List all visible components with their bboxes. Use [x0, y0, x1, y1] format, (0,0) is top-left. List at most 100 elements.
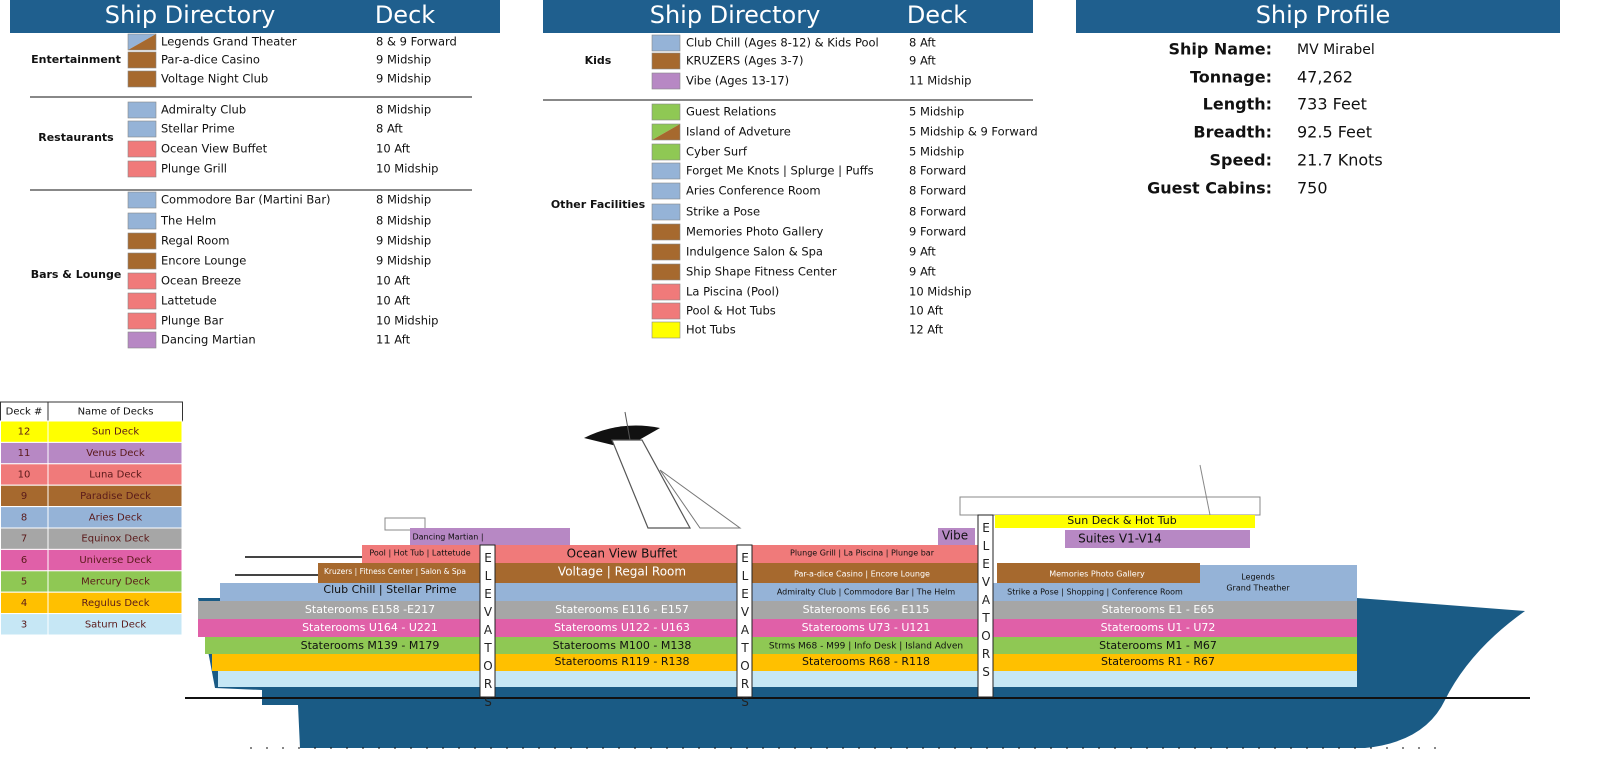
ship-label: Plunge Grill | La Piscina | Plunge bar: [790, 549, 935, 558]
ship-label: Kruzers | Fitness Center | Salon & Spa: [324, 567, 466, 576]
item-name: Dancing Martian: [161, 333, 256, 347]
item-deck: 8 Aft: [909, 36, 936, 50]
deck-name: Saturn Deck: [85, 619, 147, 630]
item-deck: 8 Midship: [376, 214, 431, 228]
item-name: Forget Me Knots | Splurge | Puffs: [686, 164, 874, 178]
profile-value: MV Mirabel: [1297, 42, 1375, 58]
item-name: Club Chill (Ages 8-12) & Kids Pool: [686, 36, 879, 50]
ship-label: Strms M68 - M99 | Info Desk | Island Adv…: [769, 642, 963, 652]
swatch: [652, 104, 680, 120]
elevator-label: ELEVATORS: [979, 521, 993, 683]
profile-value: 92.5 Feet: [1297, 123, 1372, 142]
deck-number: 5: [21, 577, 27, 588]
swatch-border: [651, 52, 681, 70]
item-name: Lattetude: [161, 294, 217, 308]
item-deck: 5 Midship & 9 Forward: [909, 125, 1038, 139]
swatch: [652, 35, 680, 51]
item-deck: 11 Midship: [909, 74, 971, 88]
deck-name: Mercury Deck: [81, 577, 150, 588]
item-deck: 9 Aft: [909, 54, 936, 68]
swatch-border: [651, 321, 681, 339]
ship-label: Legends: [1241, 573, 1275, 582]
swatch-border: [127, 212, 157, 230]
swatch-border: [651, 123, 681, 141]
ship-label: Staterooms R1 - R67: [1101, 655, 1215, 668]
swatch: [652, 244, 680, 260]
item-deck: 10 Aft: [376, 274, 411, 288]
swatch-border: [127, 272, 157, 290]
swatch-border: [127, 232, 157, 250]
ship-label: Admiralty Club | Commodore Bar | The Hel…: [777, 588, 956, 597]
item-deck: 9 Forward: [909, 225, 966, 239]
ship-label: Par-a-dice Casino | Encore Lounge: [794, 570, 930, 579]
swatch: [652, 264, 680, 280]
item-name: Admiralty Club: [161, 103, 246, 117]
ship-label: Staterooms R68 - R118: [802, 655, 930, 668]
swatch: [128, 192, 156, 208]
item-deck: 9 Aft: [909, 245, 936, 259]
deck-band: [212, 654, 1357, 671]
swatch: [128, 253, 156, 269]
deck-number: 8: [21, 512, 27, 523]
profile-label: Ship Name:: [1168, 40, 1272, 59]
swatch: [652, 124, 680, 140]
item-deck: 10 Aft: [376, 294, 411, 308]
item-deck: 9 Midship: [376, 53, 431, 67]
swatch: [652, 73, 680, 89]
swatch: [128, 71, 156, 87]
swatch-border: [127, 51, 157, 69]
profile-value: 21.7 Knots: [1297, 151, 1383, 170]
bridge: [959, 496, 1261, 516]
item-deck: 12 Aft: [909, 323, 944, 337]
item-deck: 8 Midship: [376, 103, 431, 117]
deck-number: 3: [21, 619, 27, 630]
item-deck: 8 Aft: [376, 122, 403, 136]
item-name: Island of Adveture: [686, 125, 791, 139]
swatch: [652, 303, 680, 319]
item-deck: 5 Midship: [909, 105, 964, 119]
ship-label: Vibe: [942, 529, 968, 543]
deck-name: Sun Deck: [92, 427, 140, 438]
group-name: Entertainment: [31, 53, 121, 66]
elevator-label: ELEVATORS: [738, 551, 752, 713]
ship-label: Staterooms R119 - R138: [554, 655, 689, 668]
deck-name: Venus Deck: [86, 448, 145, 459]
ship-label: Staterooms U122 - U163: [554, 621, 690, 634]
funnel-stay: [659, 469, 742, 529]
ship-label: Suites V1-V14: [1078, 532, 1162, 546]
ship-label: Ocean View Buffet: [567, 547, 678, 561]
funnel: [611, 439, 692, 529]
swatch: [128, 213, 156, 229]
deck-band: [938, 528, 975, 545]
ship-label: Staterooms U1 - U72: [1101, 621, 1216, 634]
swatch: [128, 34, 156, 50]
item-name: Plunge Grill: [161, 162, 227, 176]
item-deck: 8 Forward: [909, 184, 966, 198]
ship-label: Staterooms M139 - M179: [301, 639, 440, 652]
mast: [624, 411, 631, 441]
group-name: Restaurants: [38, 131, 114, 144]
swatch: [128, 141, 156, 157]
swatch-border: [651, 283, 681, 301]
item-deck: 10 Midship: [376, 162, 438, 176]
group-name: Other Facilities: [551, 198, 646, 211]
swatch: [128, 52, 156, 68]
swatch: [128, 102, 156, 118]
swatch: [128, 293, 156, 309]
deck-number: 10: [18, 470, 31, 481]
item-name: Plunge Bar: [161, 314, 224, 328]
swatch-border: [651, 182, 681, 200]
item-name: Hot Tubs: [686, 323, 736, 337]
deck-band: [997, 563, 1200, 583]
swatch-border: [651, 243, 681, 261]
swatch-border: [127, 312, 157, 330]
deck-number: 12: [18, 427, 31, 438]
ship-label: Staterooms E116 - E157: [555, 603, 689, 616]
item-deck: 5 Midship: [909, 145, 964, 159]
deck-number: 7: [21, 534, 27, 545]
funnel-top: [584, 425, 660, 448]
elevator-shaft: [977, 514, 994, 698]
profile-label: Speed:: [1209, 151, 1272, 170]
item-name: Cyber Surf: [686, 145, 748, 159]
header-title: Ship Profile: [1256, 1, 1391, 29]
